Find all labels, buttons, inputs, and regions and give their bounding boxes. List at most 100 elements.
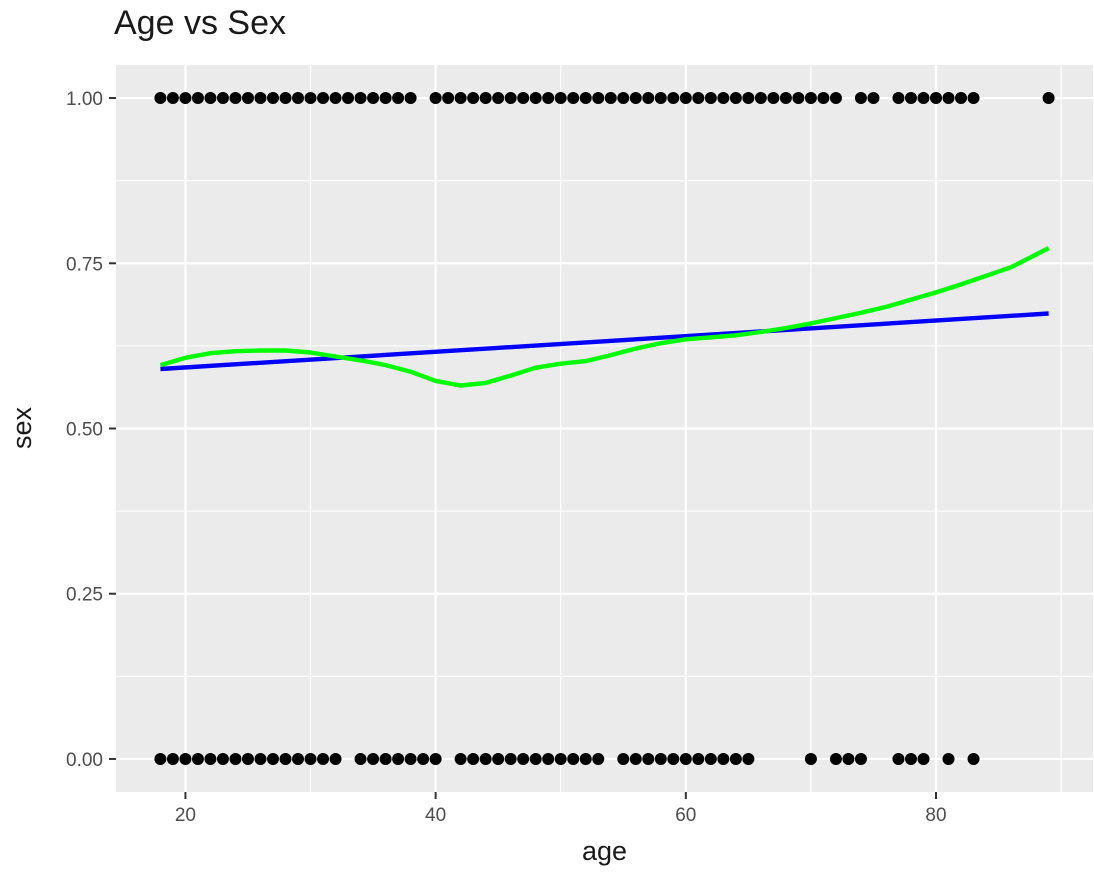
data-point-sex-0 — [517, 752, 530, 765]
data-point-sex-1 — [329, 92, 342, 105]
data-point-sex-1 — [204, 92, 217, 105]
data-point-sex-0 — [554, 752, 567, 765]
data-point-sex-0 — [804, 752, 817, 765]
data-point-sex-0 — [329, 752, 342, 765]
data-point-sex-0 — [367, 752, 380, 765]
data-point-sex-0 — [504, 752, 517, 765]
x-tick-label: 80 — [925, 805, 946, 826]
data-point-sex-0 — [917, 752, 930, 765]
data-point-sex-1 — [654, 92, 667, 105]
x-axis-label: age — [581, 836, 628, 866]
data-point-sex-1 — [692, 92, 705, 105]
data-point-sex-1 — [254, 92, 267, 105]
data-point-sex-0 — [529, 752, 542, 765]
data-point-sex-1 — [742, 92, 755, 105]
data-point-sex-1 — [367, 92, 380, 105]
data-point-sex-0 — [667, 752, 680, 765]
data-point-sex-1 — [729, 92, 742, 105]
y-tick-label: 0.75 — [66, 254, 103, 275]
x-tick-label: 60 — [675, 805, 696, 826]
fit-lines — [159, 246, 1050, 388]
data-point-sex-0 — [354, 752, 367, 765]
data-point-sex-0 — [679, 752, 692, 765]
data-point-sex-0 — [304, 752, 317, 765]
data-point-sex-1 — [529, 92, 542, 105]
data-point-sex-1 — [904, 92, 917, 105]
data-point-sex-1 — [717, 92, 730, 105]
data-point-sex-0 — [317, 752, 330, 765]
data-point-sex-1 — [216, 92, 229, 105]
data-point-sex-1 — [617, 92, 630, 105]
data-point-sex-0 — [704, 752, 717, 765]
data-point-sex-1 — [467, 92, 480, 105]
data-point-sex-1 — [191, 92, 204, 105]
data-point-sex-1 — [354, 92, 367, 105]
data-point-sex-1 — [629, 92, 642, 105]
data-point-sex-1 — [867, 92, 880, 105]
data-point-sex-1 — [930, 92, 943, 105]
data-point-sex-0 — [241, 752, 254, 765]
data-point-sex-1 — [479, 92, 492, 105]
data-point-sex-1 — [579, 92, 592, 105]
data-point-sex-1 — [604, 92, 617, 105]
data-point-sex-0 — [166, 752, 179, 765]
data-point-sex-0 — [454, 752, 467, 765]
data-point-sex-0 — [942, 752, 955, 765]
data-point-sex-1 — [342, 92, 355, 105]
x-tick-label: 40 — [425, 805, 446, 826]
data-point-sex-0 — [392, 752, 405, 765]
data-point-sex-1 — [829, 92, 842, 105]
data-point-sex-0 — [417, 752, 430, 765]
data-point-sex-1 — [292, 92, 305, 105]
data-point-sex-0 — [292, 752, 305, 765]
data-point-sex-1 — [392, 92, 405, 105]
data-point-sex-0 — [492, 752, 505, 765]
y-tick-label: 0.00 — [66, 750, 103, 771]
data-point-sex-1 — [642, 92, 655, 105]
data-point-sex-0 — [842, 752, 855, 765]
x-tick-label: 20 — [175, 805, 196, 826]
data-point-sex-1 — [429, 92, 442, 105]
data-point-sex-0 — [654, 752, 667, 765]
data-point-sex-0 — [229, 752, 242, 765]
data-point-sex-1 — [442, 92, 455, 105]
data-point-sex-0 — [379, 752, 392, 765]
data-point-sex-1 — [492, 92, 505, 105]
data-point-sex-1 — [567, 92, 580, 105]
data-point-sex-1 — [667, 92, 680, 105]
data-point-sex-1 — [317, 92, 330, 105]
data-point-sex-0 — [829, 752, 842, 765]
data-point-sex-0 — [179, 752, 192, 765]
data-point-sex-0 — [404, 752, 417, 765]
data-point-sex-1 — [504, 92, 517, 105]
data-point-sex-0 — [216, 752, 229, 765]
data-point-sex-0 — [542, 752, 555, 765]
data-point-sex-1 — [554, 92, 567, 105]
data-point-sex-1 — [154, 92, 167, 105]
data-point-sex-1 — [792, 92, 805, 105]
data-point-sex-1 — [817, 92, 830, 105]
data-point-sex-0 — [629, 752, 642, 765]
data-point-sex-0 — [904, 752, 917, 765]
data-point-sex-1 — [592, 92, 605, 105]
data-point-sex-0 — [191, 752, 204, 765]
data-point-sex-0 — [567, 752, 580, 765]
data-point-sex-1 — [279, 92, 292, 105]
data-point-sex-1 — [166, 92, 179, 105]
data-point-sex-0 — [467, 752, 480, 765]
data-point-sex-1 — [229, 92, 242, 105]
data-point-sex-1 — [679, 92, 692, 105]
linear-fit-line — [160, 311, 1049, 372]
data-point-sex-1 — [767, 92, 780, 105]
data-point-sex-1 — [917, 92, 930, 105]
data-point-sex-1 — [892, 92, 905, 105]
data-point-sex-1 — [542, 92, 555, 105]
x-axis-ticks: 20 40 60 80 — [175, 792, 947, 826]
data-point-sex-0 — [617, 752, 630, 765]
data-point-sex-0 — [429, 752, 442, 765]
chart-title: Age vs Sex — [114, 4, 286, 42]
data-point-sex-1 — [704, 92, 717, 105]
data-point-sex-0 — [854, 752, 867, 765]
data-point-sex-0 — [729, 752, 742, 765]
